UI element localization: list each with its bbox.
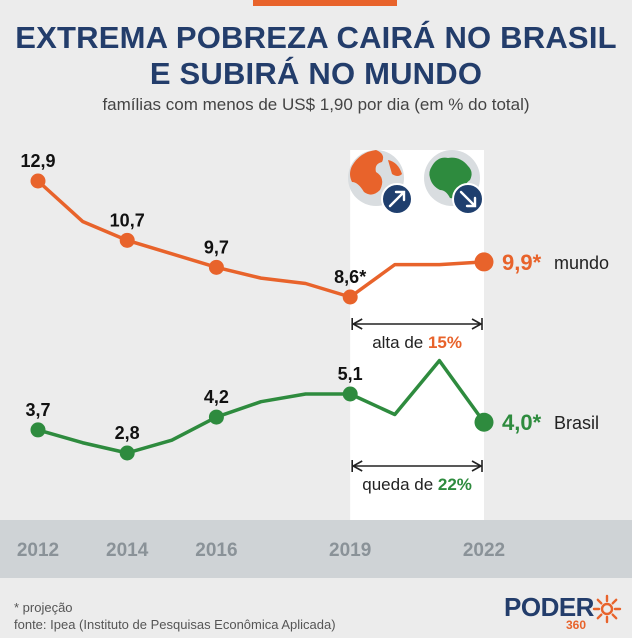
data-label-brasil-2016: 4,2 <box>204 387 229 407</box>
sun-logo-icon <box>592 594 622 624</box>
range-arrowhead-left-mundo <box>351 318 363 330</box>
data-label-mundo-2014: 10,7 <box>110 210 145 230</box>
chart-subtitle: famílias com menos de US$ 1,90 por dia (… <box>102 95 530 114</box>
data-point-brasil-2019 <box>342 386 358 402</box>
x-tick-label-2022: 2022 <box>463 540 505 561</box>
top-accent-bar <box>253 0 397 6</box>
end-value-label-brasil: 4,0* <box>502 410 542 435</box>
data-point-brasil-2022 <box>474 412 494 432</box>
footnote-projection: * projeção <box>14 600 73 615</box>
globe-icon <box>348 150 413 215</box>
data-point-brasil-2012 <box>30 422 46 438</box>
chart-title-line1: EXTREMA POBREZA CAIRÁ NO BRASIL <box>15 20 617 55</box>
x-tick-label-2019: 2019 <box>329 540 371 561</box>
data-point-brasil-2014 <box>119 445 135 461</box>
annotation-mundo: alta de 15% <box>372 333 462 352</box>
x-tick-label-2016: 2016 <box>195 540 237 561</box>
data-point-mundo-2014 <box>119 232 135 248</box>
poder360-logo: PODER 360 <box>504 592 622 632</box>
x-tick-label-2014: 2014 <box>106 540 149 561</box>
x-tick-label-2012: 2012 <box>17 540 59 561</box>
series-name-label-mundo: mundo <box>554 253 609 273</box>
series-name-label-brasil: Brasil <box>554 413 599 433</box>
brazil-map-icon <box>424 150 484 215</box>
data-label-brasil-2014: 2,8 <box>115 423 140 443</box>
end-value-label-mundo: 9,9* <box>502 250 542 275</box>
data-point-mundo-2012 <box>30 173 46 189</box>
range-arrowhead-right-mundo <box>471 318 483 330</box>
data-point-mundo-2019 <box>342 289 358 305</box>
data-label-mundo-2016: 9,7 <box>204 237 229 257</box>
data-label-brasil-2019: 5,1 <box>338 364 363 384</box>
data-label-mundo-2019: 8,6* <box>334 267 366 287</box>
data-label-mundo-2012: 12,9 <box>20 151 55 171</box>
chart-title-line2: E SUBIRÁ NO MUNDO <box>149 56 483 91</box>
annotation-value-mundo: 15% <box>428 333 462 352</box>
range-arrowhead-left-brasil <box>351 460 363 472</box>
data-point-mundo-2016 <box>208 259 224 275</box>
series-line-brasil <box>36 358 486 455</box>
data-point-mundo-2022 <box>474 252 494 272</box>
logo-sub: 360 <box>566 618 587 632</box>
range-arrowhead-right-brasil <box>471 460 483 472</box>
data-point-brasil-2016 <box>208 409 224 425</box>
annotation-brasil: queda de 22% <box>362 475 472 494</box>
logo-text: PODER <box>504 592 594 622</box>
x-axis-band <box>0 520 632 578</box>
series-line-mundo <box>36 179 486 299</box>
annotation-value-brasil: 22% <box>438 475 472 494</box>
footnote-source: fonte: Ipea (Instituto de Pesquisas Econ… <box>14 617 336 632</box>
data-label-brasil-2012: 3,7 <box>25 400 50 420</box>
